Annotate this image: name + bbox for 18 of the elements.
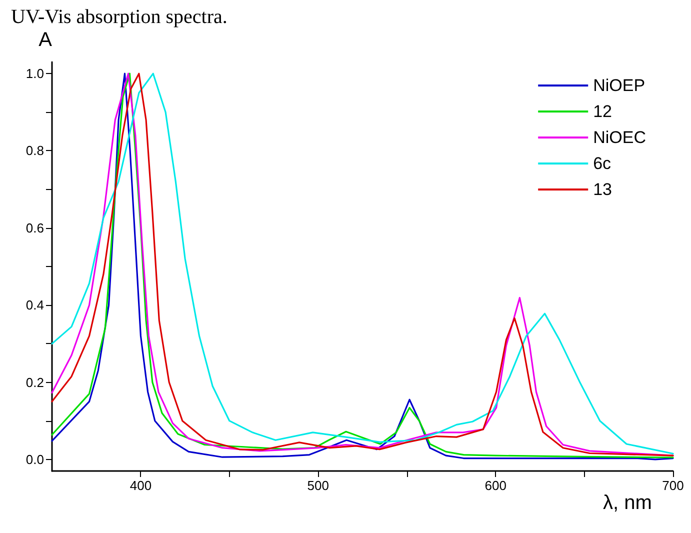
y-tick-label: 1.0 <box>26 66 44 82</box>
y-axis-title: A <box>38 29 53 51</box>
y-tick-label: 0.6 <box>26 220 44 236</box>
legend-label: NiOEC <box>593 128 646 147</box>
legend-label: NiOEP <box>593 76 646 95</box>
chart-title: UV-Vis absorption spectra. <box>11 6 228 28</box>
legend-label: 12 <box>593 102 612 121</box>
y-tick-label: 0.4 <box>26 298 44 313</box>
x-tick-label: 700 <box>662 478 684 493</box>
legend-label: 6c <box>593 154 612 173</box>
x-axis-title: λ, nm <box>603 492 652 514</box>
x-tick-label: 600 <box>484 478 506 493</box>
x-tick-label: 400 <box>130 478 152 493</box>
y-tick-label: 0.2 <box>26 374 44 390</box>
y-tick-label: 0.0 <box>26 452 44 467</box>
x-tick-label: 500 <box>307 478 329 493</box>
y-tick-label: 0.8 <box>26 143 44 158</box>
legend-label: 13 <box>593 180 612 199</box>
